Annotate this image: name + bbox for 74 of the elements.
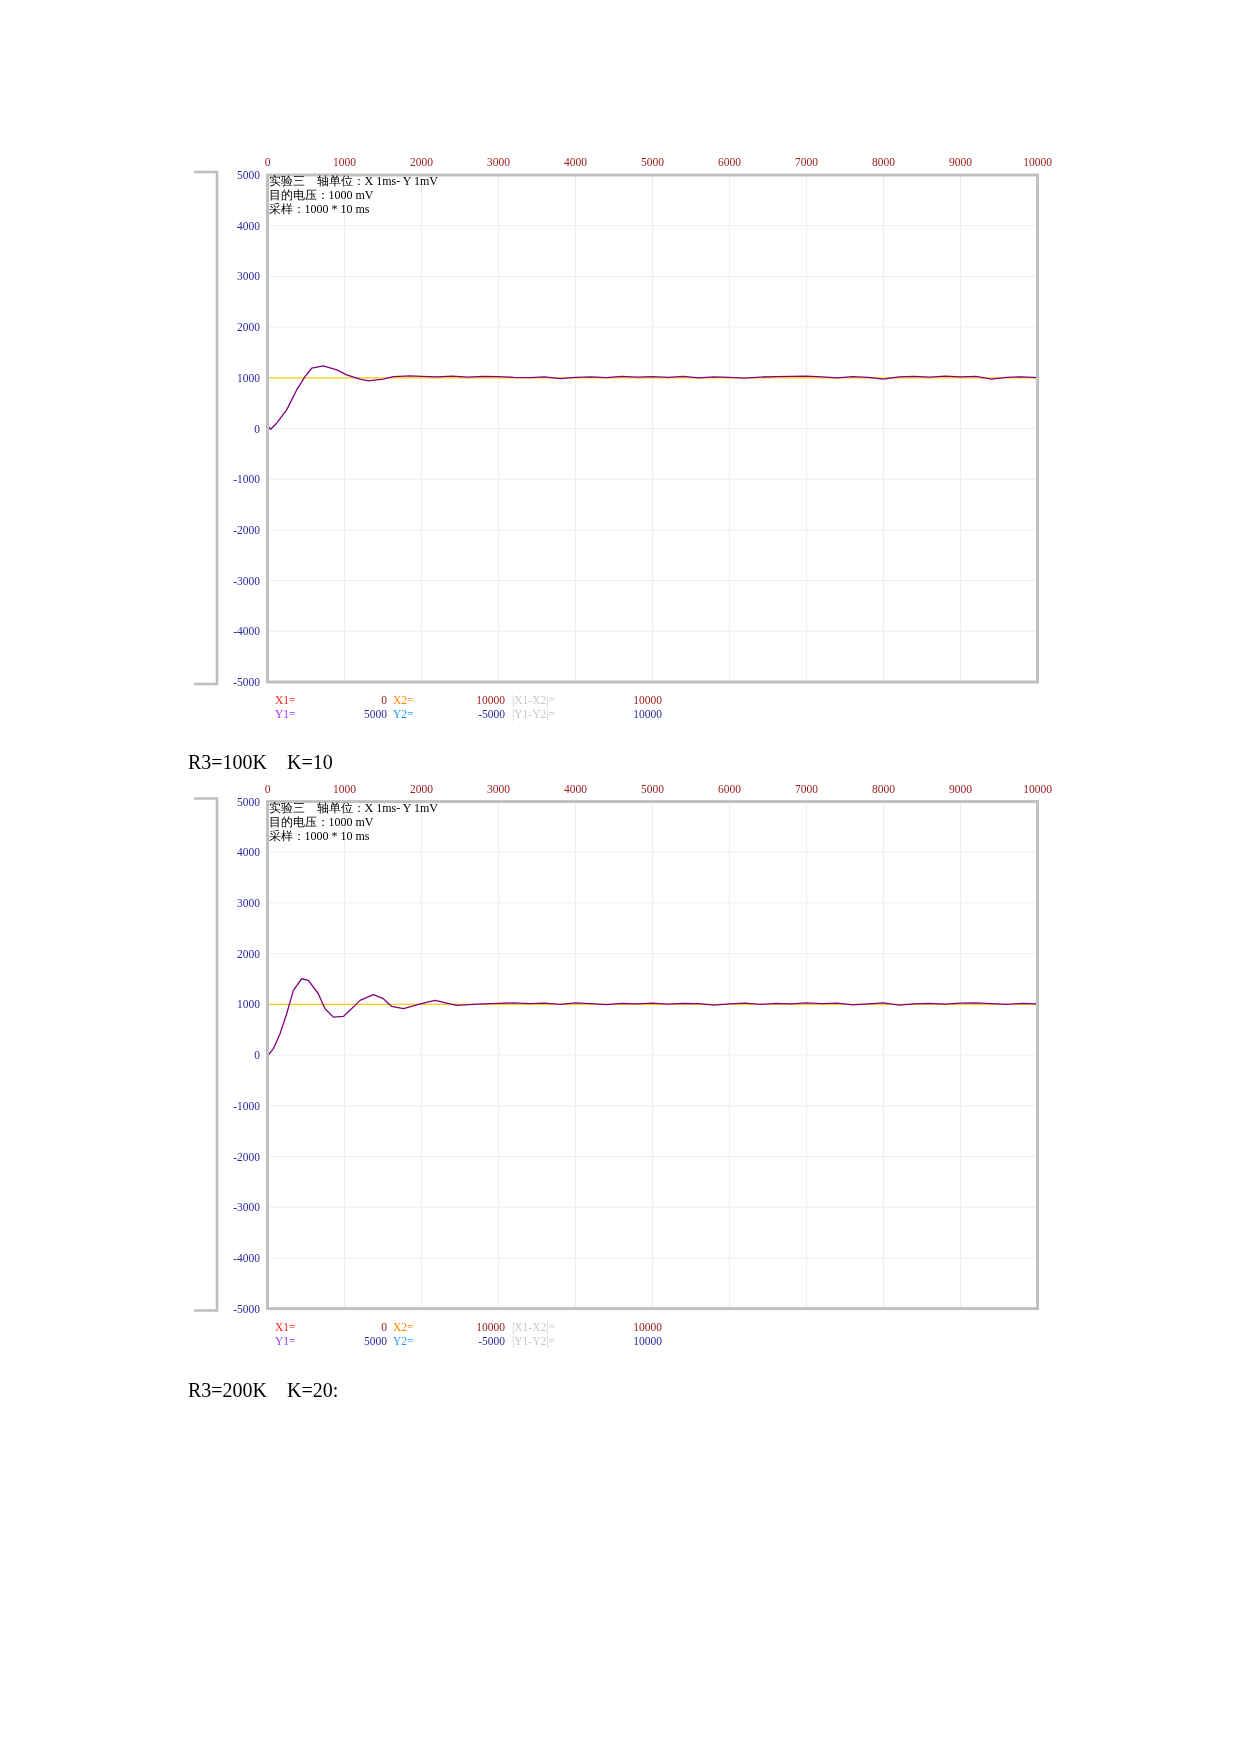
chart-title: R3=100K K=10 <box>188 750 333 773</box>
annotation: 实验三 轴单位：X 1ms- Y 1mV <box>268 800 439 815</box>
y-tick-label: 3000 <box>237 897 261 909</box>
x-tick-label: 0 <box>264 782 271 795</box>
annotation: 采样：1000 * 10 ms <box>268 202 370 216</box>
text: Y1= <box>275 708 296 720</box>
annotation: 采样：1000 * 10 ms <box>268 828 370 843</box>
text: X2= <box>393 1320 414 1333</box>
x-tick-label: 7000 <box>795 156 819 168</box>
x-tick-label: 1000 <box>333 782 357 795</box>
x-tick-label: 8000 <box>872 782 896 795</box>
annotation: 目的电压：1000 mV <box>268 188 374 202</box>
y-tick-label: -5000 <box>233 676 261 688</box>
y-tick-label: 2000 <box>237 321 261 334</box>
x-tick-label: 7000 <box>795 782 819 795</box>
y-tick-label: -1000 <box>233 1099 261 1112</box>
x-tick-label: 3000 <box>487 156 511 168</box>
text: 5000 <box>364 708 388 720</box>
x-tick-label: 9000 <box>949 782 973 795</box>
y-tick-label: 1000 <box>237 371 261 384</box>
y-tick-label: 0 <box>254 1049 261 1062</box>
x-tick-label: 8000 <box>872 156 896 168</box>
x-tick-label: 4000 <box>564 156 588 168</box>
text: X2= <box>393 694 414 706</box>
y-tick-label: -1000 <box>233 473 261 486</box>
y-tick-label: 5000 <box>237 795 261 808</box>
x-tick-label: 2000 <box>410 782 434 795</box>
x-tick-label: 3000 <box>487 782 511 795</box>
text: 0 <box>381 1320 388 1333</box>
y-tick-label: 3000 <box>237 270 261 283</box>
y-tick-label: -5000 <box>233 1302 261 1315</box>
y-tick-label: -4000 <box>233 625 261 638</box>
x-tick-label: 2000 <box>410 156 434 168</box>
x-tick-label: 6000 <box>718 782 742 795</box>
x-tick-label: 5000 <box>641 156 665 168</box>
y-tick-label: 1000 <box>237 998 261 1011</box>
y-tick-label: -2000 <box>233 1150 261 1163</box>
x-tick-label: 6000 <box>718 156 742 168</box>
annotation: 实验三 轴单位：X 1ms- Y 1mV <box>268 174 439 188</box>
x-tick-label: 0 <box>264 156 271 168</box>
text: 10000 <box>633 708 663 720</box>
x-tick-label: 5000 <box>641 782 665 795</box>
y-tick-label: 4000 <box>237 219 261 232</box>
text: X1= <box>275 694 296 706</box>
annotation: 目的电压：1000 mV <box>268 814 374 829</box>
y-tick-label: -3000 <box>233 574 261 587</box>
y-tick-label: 2000 <box>237 947 261 960</box>
text: R3=200K K=20: <box>188 1378 339 1401</box>
y-tick-label: -3000 <box>233 1201 261 1214</box>
line-series <box>267 365 1039 430</box>
text: 10000 <box>633 1334 663 1347</box>
y-tick-label: 5000 <box>237 169 261 181</box>
line-series <box>267 978 1039 1056</box>
text: Y2= <box>393 708 414 720</box>
y-tick-label: 4000 <box>237 846 261 859</box>
x-tick-label: 1000 <box>333 156 357 168</box>
text: 0 <box>381 694 388 706</box>
text: Y2= <box>393 1334 414 1347</box>
text: 10000 <box>476 694 506 706</box>
y-tick-label: -4000 <box>233 1251 261 1264</box>
text: 5000 <box>364 1334 388 1347</box>
text: Y1= <box>275 1334 296 1347</box>
x-tick-label: 4000 <box>564 782 588 795</box>
text: -5000 <box>478 708 506 720</box>
x-tick-label: 10000 <box>1023 156 1053 168</box>
y-tick-label: -2000 <box>233 523 261 536</box>
text: X1= <box>275 1320 296 1333</box>
y-tick-label: 0 <box>254 422 261 435</box>
text: 10000 <box>633 1320 663 1333</box>
text: 10000 <box>633 694 663 706</box>
text: -5000 <box>478 1334 506 1347</box>
x-tick-label: 10000 <box>1023 782 1053 795</box>
x-tick-label: 9000 <box>949 156 973 168</box>
text: 10000 <box>476 1320 506 1333</box>
